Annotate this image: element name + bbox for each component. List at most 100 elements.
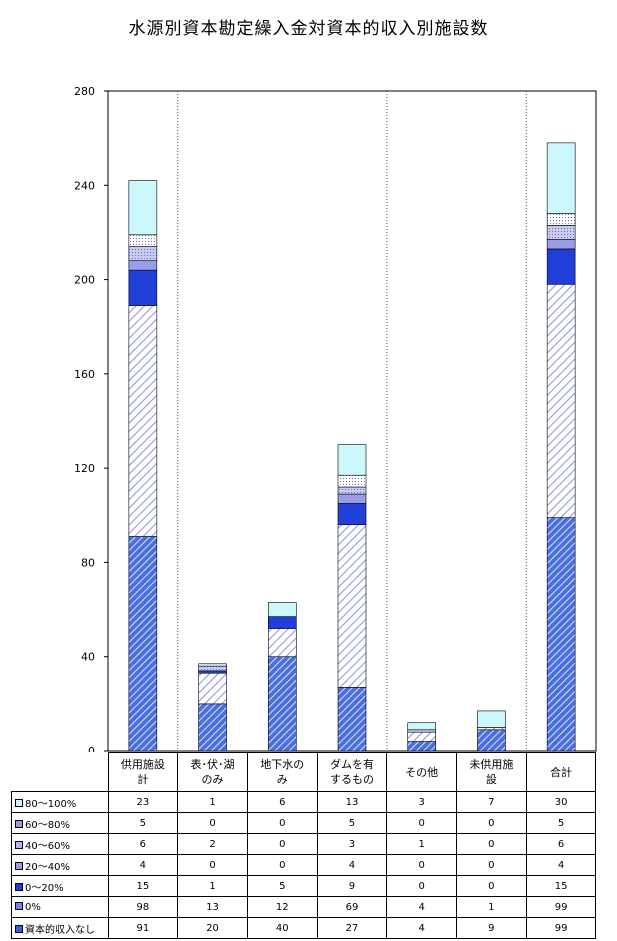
bar-segment [267, 628, 297, 658]
table-cell: 0 [386, 875, 458, 897]
legend-entry: 40～60% [11, 833, 109, 855]
bar-segment [337, 444, 367, 476]
bar-segment [337, 474, 367, 488]
bar-segment [128, 269, 158, 306]
bar-segment [407, 741, 437, 752]
chart-title: 水源別資本勘定繰入金対資本的収入別施設数 [128, 19, 489, 39]
table-cell: 5 [316, 812, 388, 834]
legend-entry: 資本的収入なし [11, 917, 109, 939]
table-cell: 1 [177, 875, 248, 897]
bar-segment [546, 283, 576, 518]
legend-swatch [15, 901, 23, 910]
table-row: 0% 98 13 12 69 4 1 99 [11, 896, 597, 918]
bar-segment [337, 524, 367, 688]
bar-segment [477, 727, 506, 731]
y-tick-label: 80 [81, 556, 95, 569]
y-tick-label: 40 [81, 651, 95, 664]
bar-segment [128, 260, 158, 271]
bar-segment [337, 503, 367, 526]
table-cell: 99 [525, 896, 597, 918]
table-cell: 0 [246, 812, 318, 834]
table-cell: 0 [246, 854, 318, 876]
y-tick-label: 200 [74, 274, 95, 287]
table-cell: 3 [316, 833, 388, 855]
legend-swatch [15, 819, 23, 828]
table-cell: 1 [456, 896, 527, 918]
table-cell: 0 [177, 812, 248, 834]
table-cell: 0 [177, 854, 248, 876]
legend-swatch [15, 840, 23, 849]
legend-swatch [15, 882, 23, 891]
table-row: 資本的収入なし 91 20 40 27 4 9 99 [11, 917, 597, 939]
table-cell: 6 [246, 791, 318, 813]
table-cell: 40 [246, 917, 318, 939]
legend-entry: 80～100% [11, 791, 109, 813]
table-cell: 2 [177, 833, 248, 855]
category-label: 供用施設計 [107, 752, 179, 792]
bar-segment [198, 703, 227, 752]
table-cell: 0 [386, 854, 458, 876]
legend-swatch [15, 798, 23, 807]
table-cell: 15 [107, 875, 179, 897]
table-cell: 30 [525, 791, 597, 813]
bar-segment [546, 517, 576, 752]
bar-segment [198, 665, 227, 672]
legend-swatch [15, 924, 23, 933]
y-tick-label: 240 [74, 179, 95, 192]
table-cell: 5 [246, 875, 318, 897]
table-corner [11, 752, 109, 792]
y-tick-label: 120 [74, 462, 95, 475]
table-cell: 91 [107, 917, 179, 939]
table-cell: 20 [177, 917, 248, 939]
table-cell: 7 [456, 791, 527, 813]
bar-segment [337, 486, 367, 495]
category-label: 表･伏･湖 のみ [177, 752, 248, 792]
table-cell: 4 [386, 917, 458, 939]
bar-segment [128, 180, 158, 236]
table-cell: 1 [177, 791, 248, 813]
bar-segment [267, 616, 297, 629]
table-cell: 0 [456, 833, 527, 855]
table-cell: 9 [456, 917, 527, 939]
bar-segment [407, 731, 437, 742]
table-cell: 6 [107, 833, 179, 855]
y-tick-label: 280 [74, 85, 95, 98]
bar-segment [198, 670, 227, 674]
table-cell: 4 [316, 854, 388, 876]
category-label: 未供用施設 [456, 752, 527, 792]
table-cell: 4 [107, 854, 179, 876]
category-label: 合計 [525, 752, 597, 792]
bar-segment [128, 305, 158, 537]
bar-segment [546, 248, 576, 285]
table-cell: 5 [107, 812, 179, 834]
table-cell: 3 [386, 791, 458, 813]
bar-segment [407, 729, 437, 733]
table-cell: 15 [525, 875, 597, 897]
bar-segment [267, 602, 297, 617]
table-cell: 27 [316, 917, 388, 939]
table-cell: 0 [456, 875, 527, 897]
bar-segment [546, 213, 576, 226]
bar-segment [337, 687, 367, 752]
table-cell: 4 [386, 896, 458, 918]
bar-segment [477, 710, 506, 728]
category-label: 地下水のみ [246, 752, 318, 792]
table-cell: 69 [316, 896, 388, 918]
table-row: 40～60% 6 2 0 3 1 0 6 [11, 833, 597, 855]
table-cell: 5 [525, 812, 597, 834]
table-row: 60～80% 5 0 0 5 0 0 5 [11, 812, 597, 834]
category-label: その他 [386, 752, 458, 792]
table-cell: 13 [177, 896, 248, 918]
legend-entry: 20～40% [11, 854, 109, 876]
table-cell: 23 [107, 791, 179, 813]
bar-segment [267, 656, 297, 752]
bar-segment [546, 239, 576, 250]
bar-segment [546, 225, 576, 240]
stacked-bar-chart: 0 40 80 120 160 200 240 280 [74, 85, 597, 752]
legend-entry: 60～80% [11, 812, 109, 834]
table-cell: 98 [107, 896, 179, 918]
table-cell: 6 [525, 833, 597, 855]
bar-segment [198, 663, 227, 667]
table-cell: 13 [316, 791, 388, 813]
bar-segment [198, 672, 227, 705]
